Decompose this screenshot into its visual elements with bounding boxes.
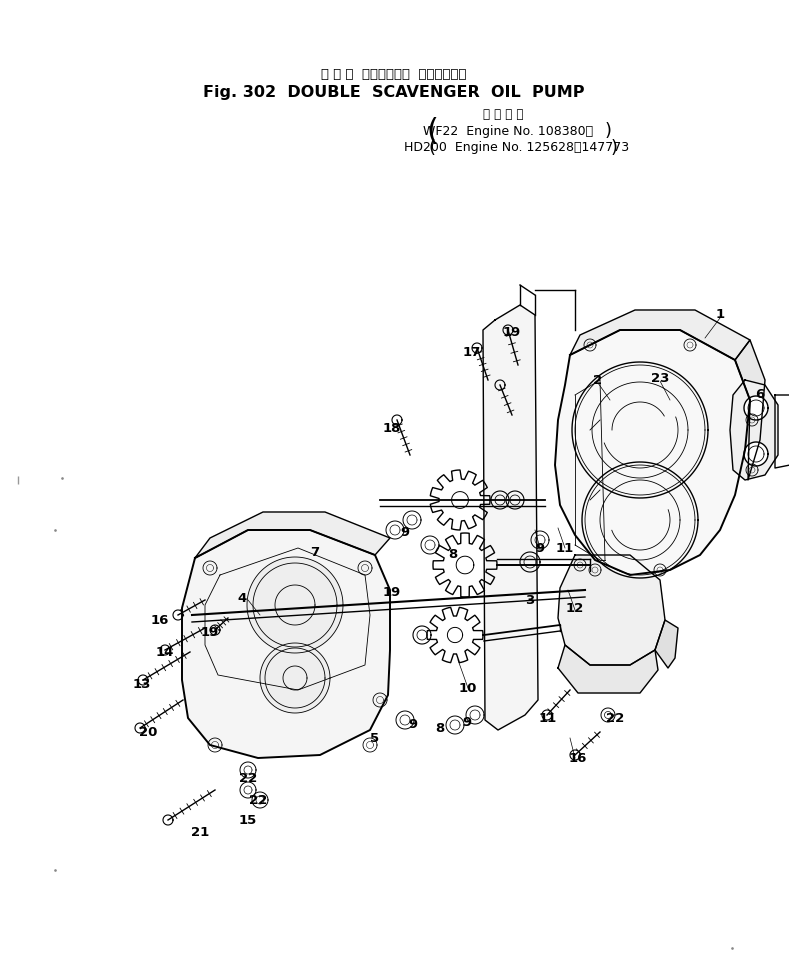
Polygon shape — [744, 396, 768, 420]
Text: 9: 9 — [409, 718, 417, 732]
Polygon shape — [570, 310, 750, 360]
Text: 14: 14 — [155, 645, 174, 659]
Text: 7: 7 — [310, 546, 320, 559]
Text: 16: 16 — [569, 751, 587, 765]
Text: 13: 13 — [133, 678, 151, 692]
Text: 8: 8 — [436, 722, 445, 735]
Text: ダ ブ ル  スカベンジャ  オイルポンプ: ダ ブ ル スカベンジャ オイルポンプ — [321, 68, 467, 82]
Text: 23: 23 — [651, 372, 669, 384]
Text: 21: 21 — [191, 825, 209, 839]
Text: 18: 18 — [383, 421, 401, 435]
Text: 11: 11 — [539, 711, 557, 725]
Polygon shape — [247, 557, 343, 653]
Polygon shape — [744, 442, 768, 466]
Polygon shape — [558, 645, 658, 693]
Text: 17: 17 — [463, 345, 481, 358]
Text: 1: 1 — [716, 308, 724, 321]
Text: 適 用 号 機: 適 用 号 機 — [483, 109, 523, 122]
Text: ): ) — [611, 139, 618, 157]
Polygon shape — [555, 330, 750, 575]
Text: 8: 8 — [448, 549, 458, 561]
Text: 3: 3 — [525, 594, 535, 606]
Polygon shape — [582, 462, 698, 578]
Text: HD200  Engine No. 125628～147773: HD200 Engine No. 125628～147773 — [405, 141, 630, 155]
Text: 20: 20 — [139, 726, 157, 739]
Polygon shape — [483, 305, 538, 730]
Text: 11: 11 — [556, 542, 574, 555]
Text: 15: 15 — [239, 813, 257, 826]
Polygon shape — [558, 555, 665, 665]
Text: 10: 10 — [459, 681, 477, 695]
Text: 6: 6 — [755, 388, 765, 402]
Polygon shape — [735, 340, 765, 480]
Polygon shape — [572, 362, 708, 498]
Text: 12: 12 — [566, 601, 584, 615]
Text: 9: 9 — [462, 715, 472, 729]
Text: (: ( — [426, 118, 438, 147]
Text: 16: 16 — [151, 614, 169, 627]
Text: 22: 22 — [249, 794, 267, 807]
Text: 19: 19 — [383, 586, 401, 598]
Polygon shape — [730, 380, 778, 480]
Text: 19: 19 — [503, 326, 521, 339]
Text: WF22  Engine No. 108380～: WF22 Engine No. 108380～ — [423, 125, 593, 137]
Text: 2: 2 — [593, 374, 603, 386]
Text: ): ) — [604, 122, 611, 140]
Polygon shape — [182, 530, 390, 758]
Text: 22: 22 — [606, 711, 624, 725]
Text: 9: 9 — [536, 542, 544, 555]
Text: Fig. 302  DOUBLE  SCAVENGER  OIL  PUMP: Fig. 302 DOUBLE SCAVENGER OIL PUMP — [204, 86, 585, 100]
Text: 22: 22 — [239, 772, 257, 784]
Polygon shape — [195, 512, 390, 558]
Text: 9: 9 — [401, 525, 409, 538]
Text: (: ( — [428, 139, 436, 157]
Polygon shape — [655, 620, 678, 668]
Polygon shape — [260, 643, 330, 713]
Text: 5: 5 — [371, 732, 380, 744]
Text: 4: 4 — [237, 592, 247, 604]
Text: 19: 19 — [201, 626, 219, 638]
